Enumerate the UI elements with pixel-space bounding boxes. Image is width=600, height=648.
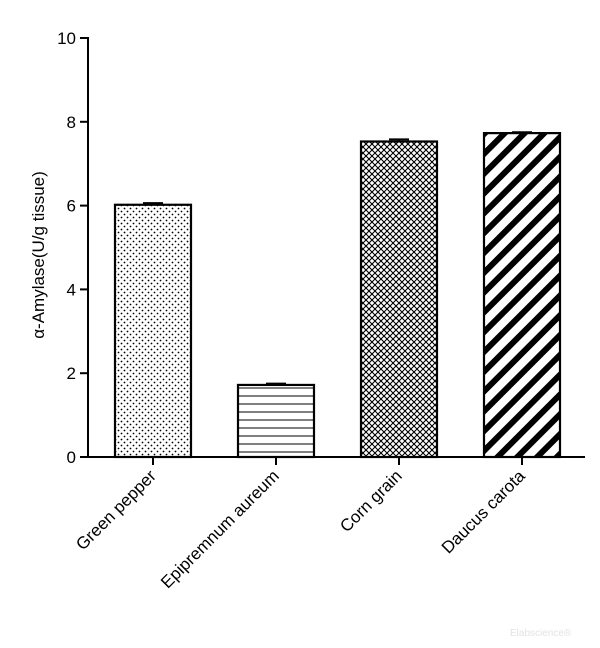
bar-group xyxy=(359,138,439,459)
bar xyxy=(113,203,193,459)
y-tick-label: 2 xyxy=(67,364,76,383)
bar xyxy=(359,140,439,459)
bar-group xyxy=(236,382,316,459)
x-tick-label: Epipremnum aureum xyxy=(157,466,283,592)
x-tick-label: Corn grain xyxy=(336,466,406,536)
y-tick-label: 6 xyxy=(67,197,76,216)
x-tick-label: Daucus carota xyxy=(438,466,529,557)
y-tick-label: 4 xyxy=(67,280,76,299)
y-tick-label: 8 xyxy=(67,113,76,132)
y-ticks: 0 2 4 6 8 10 xyxy=(57,29,88,467)
bar xyxy=(236,383,316,459)
watermark-logo: Elabscience® xyxy=(510,628,572,639)
y-tick-label: 0 xyxy=(67,448,76,467)
bar xyxy=(482,132,562,459)
bar-group xyxy=(113,202,193,459)
x-tick-label: Green pepper xyxy=(72,466,160,554)
y-tick-label: 10 xyxy=(57,29,76,48)
bars xyxy=(113,131,562,459)
y-axis-title: α-Amylase(U/g tissue) xyxy=(29,171,48,339)
bar-group xyxy=(482,131,562,459)
